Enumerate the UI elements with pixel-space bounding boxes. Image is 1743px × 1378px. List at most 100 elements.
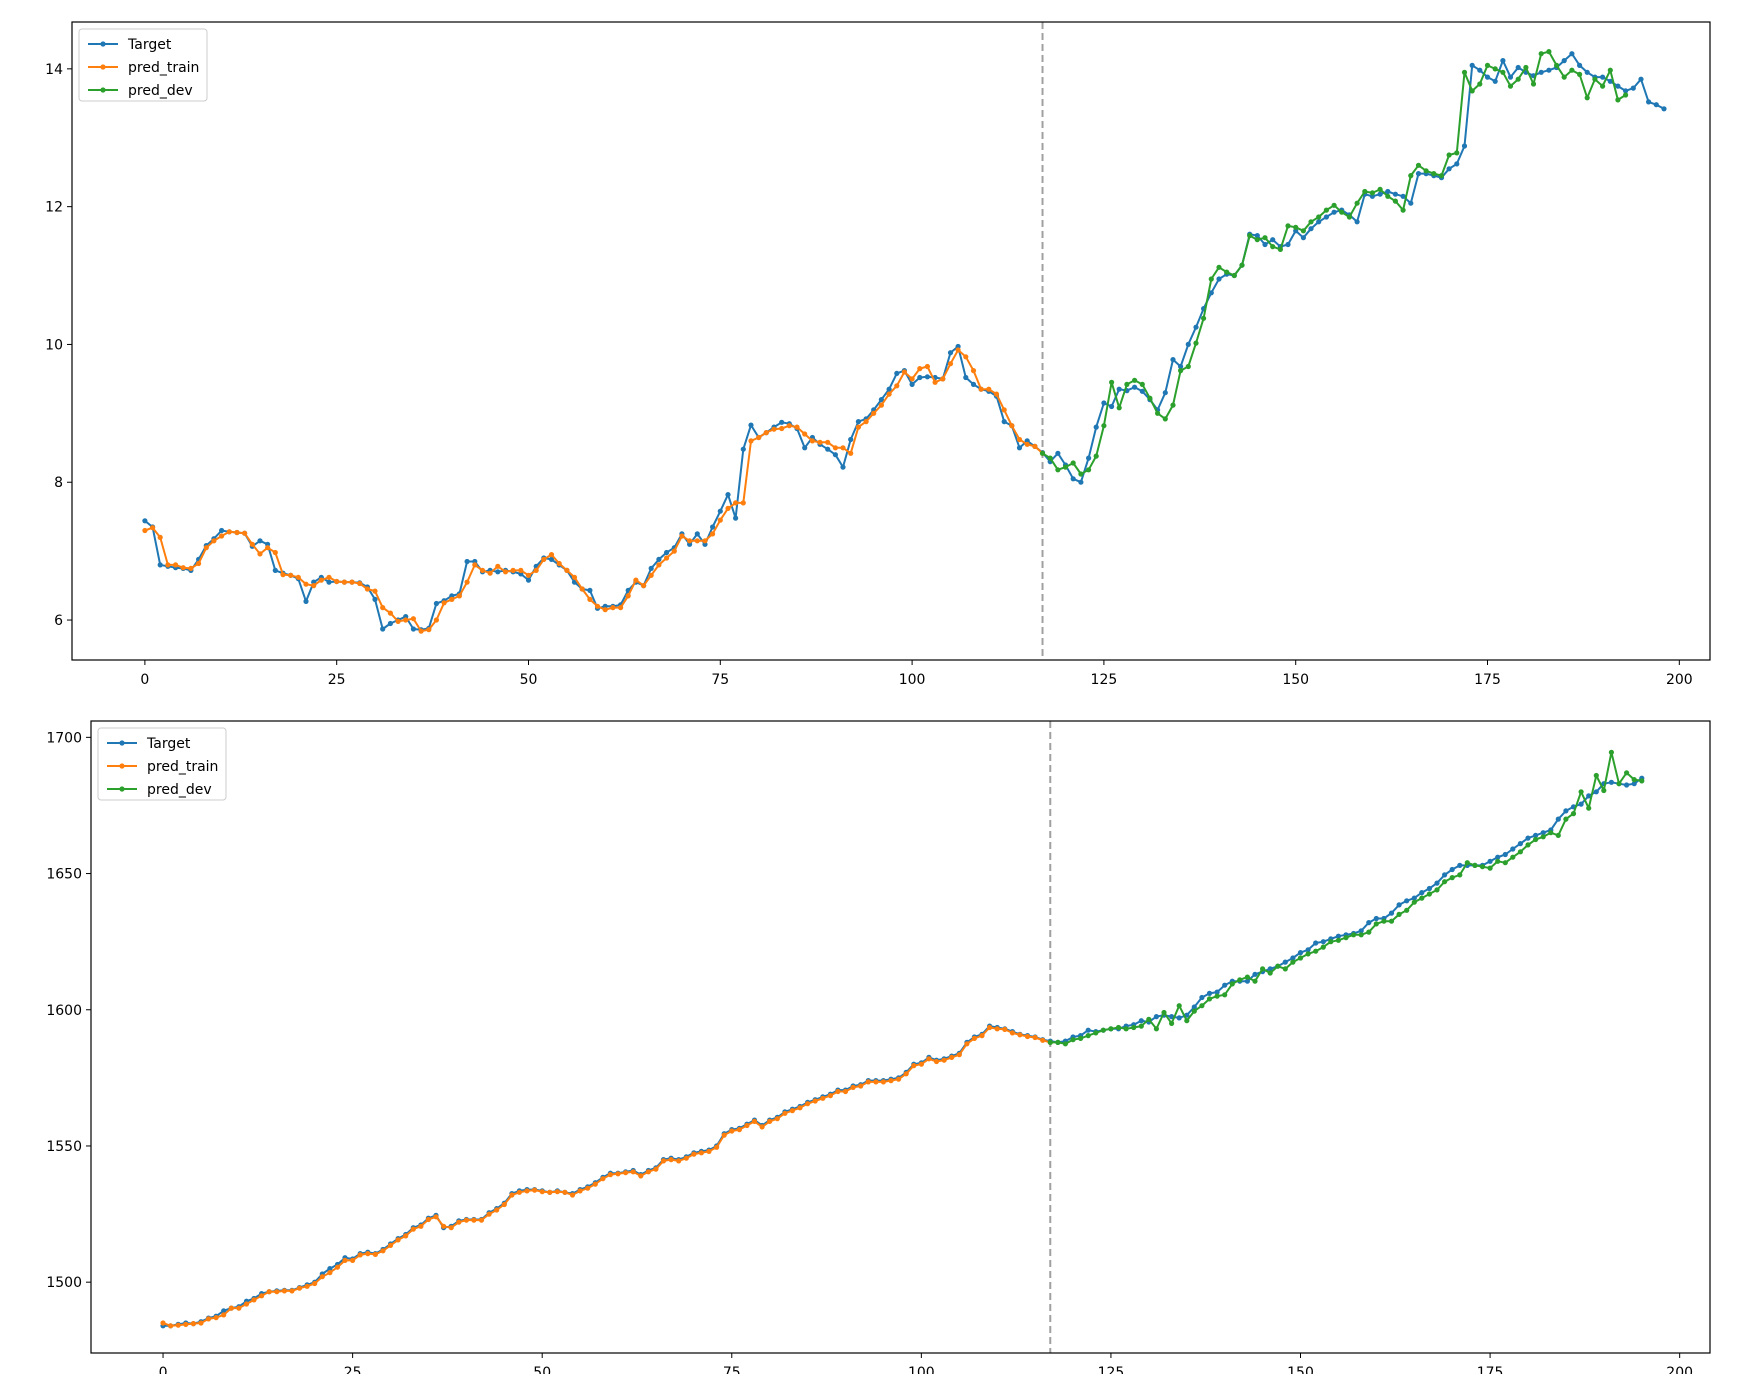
data-point xyxy=(257,551,263,557)
data-point xyxy=(219,527,225,534)
data-point xyxy=(478,1217,485,1223)
data-point xyxy=(1293,224,1299,230)
series-line xyxy=(1050,751,1642,1045)
data-point xyxy=(1055,467,1061,473)
data-point xyxy=(1108,1026,1114,1032)
data-point xyxy=(987,1024,993,1031)
data-point xyxy=(955,347,961,353)
data-point xyxy=(1484,74,1491,80)
data-point xyxy=(1316,214,1322,220)
data-point xyxy=(1153,1026,1159,1032)
data-point xyxy=(168,1323,174,1329)
y-tick-label: 1600 xyxy=(46,1003,82,1019)
data-point xyxy=(1247,233,1253,239)
data-point xyxy=(949,1054,955,1060)
data-point xyxy=(1009,1030,1016,1036)
data-point xyxy=(165,562,171,568)
data-point xyxy=(645,1169,652,1175)
data-point xyxy=(380,626,386,632)
data-point xyxy=(1577,71,1583,77)
data-point xyxy=(1555,816,1561,822)
data-point xyxy=(1323,214,1329,220)
data-point xyxy=(236,1305,242,1311)
x-tick-label: 125 xyxy=(1098,1365,1125,1374)
data-point xyxy=(562,1189,568,1195)
data-point xyxy=(472,562,478,568)
data-point xyxy=(1608,779,1614,785)
data-point xyxy=(1638,76,1644,82)
data-point xyxy=(1161,1009,1167,1016)
series-line xyxy=(1041,50,1627,475)
data-point xyxy=(327,1270,333,1276)
data-point xyxy=(1584,95,1590,101)
data-point xyxy=(1415,162,1422,168)
data-point xyxy=(1366,920,1372,926)
data-point xyxy=(1630,85,1636,91)
data-point xyxy=(326,574,332,580)
data-point xyxy=(1624,782,1630,788)
data-point xyxy=(1262,241,1268,248)
data-point xyxy=(525,577,532,583)
data-point xyxy=(1024,441,1030,447)
data-point xyxy=(281,1288,287,1294)
data-point xyxy=(1515,76,1521,82)
data-point xyxy=(1184,1018,1190,1024)
data-point xyxy=(1062,1041,1068,1047)
data-point xyxy=(554,1189,561,1195)
data-point xyxy=(1155,410,1161,416)
data-point xyxy=(1093,424,1099,430)
data-point xyxy=(886,391,892,397)
x-tick-label: 100 xyxy=(899,672,926,688)
data-point xyxy=(615,1171,621,1177)
data-point xyxy=(1244,974,1250,980)
data-point xyxy=(1408,200,1414,206)
data-point xyxy=(1510,846,1516,852)
data-point xyxy=(871,410,877,416)
data-point xyxy=(1381,918,1387,924)
data-point xyxy=(855,419,862,425)
data-point xyxy=(533,567,539,574)
data-point xyxy=(1563,816,1569,822)
data-point xyxy=(909,381,915,387)
data-point xyxy=(524,1188,530,1194)
data-point xyxy=(1555,832,1561,839)
data-point xyxy=(1016,436,1023,443)
data-point xyxy=(786,423,792,429)
data-point xyxy=(357,1252,363,1258)
data-point xyxy=(1479,864,1486,870)
data-point xyxy=(1507,74,1514,80)
data-point xyxy=(509,1192,515,1198)
data-point xyxy=(1300,228,1306,234)
data-point xyxy=(1285,223,1291,229)
y-tick-label: 12 xyxy=(45,200,63,216)
data-point xyxy=(638,1173,644,1179)
data-point xyxy=(403,617,409,623)
data-point xyxy=(357,580,363,587)
data-point xyxy=(1472,862,1478,869)
y-tick-label: 8 xyxy=(54,475,63,491)
data-point xyxy=(266,1289,272,1295)
data-point xyxy=(978,386,984,392)
data-point xyxy=(679,533,685,539)
y-tick-label: 1700 xyxy=(46,730,82,746)
data-point xyxy=(1313,948,1319,954)
data-point xyxy=(1615,97,1621,103)
data-point xyxy=(767,1118,773,1124)
data-point xyxy=(334,578,340,585)
data-point xyxy=(410,626,416,632)
data-point xyxy=(1538,51,1544,57)
data-point xyxy=(717,508,723,514)
data-point xyxy=(1131,1024,1137,1031)
data-point xyxy=(1354,200,1360,206)
data-point xyxy=(1607,78,1613,84)
data-point xyxy=(1016,445,1023,451)
data-point xyxy=(1138,1018,1144,1024)
data-point xyxy=(1078,479,1084,485)
data-point xyxy=(1331,209,1337,215)
x-tick-label: 175 xyxy=(1474,672,1501,688)
data-point xyxy=(1093,1030,1099,1036)
data-point xyxy=(425,1216,431,1223)
data-point xyxy=(1366,929,1372,935)
data-point xyxy=(1639,778,1645,784)
